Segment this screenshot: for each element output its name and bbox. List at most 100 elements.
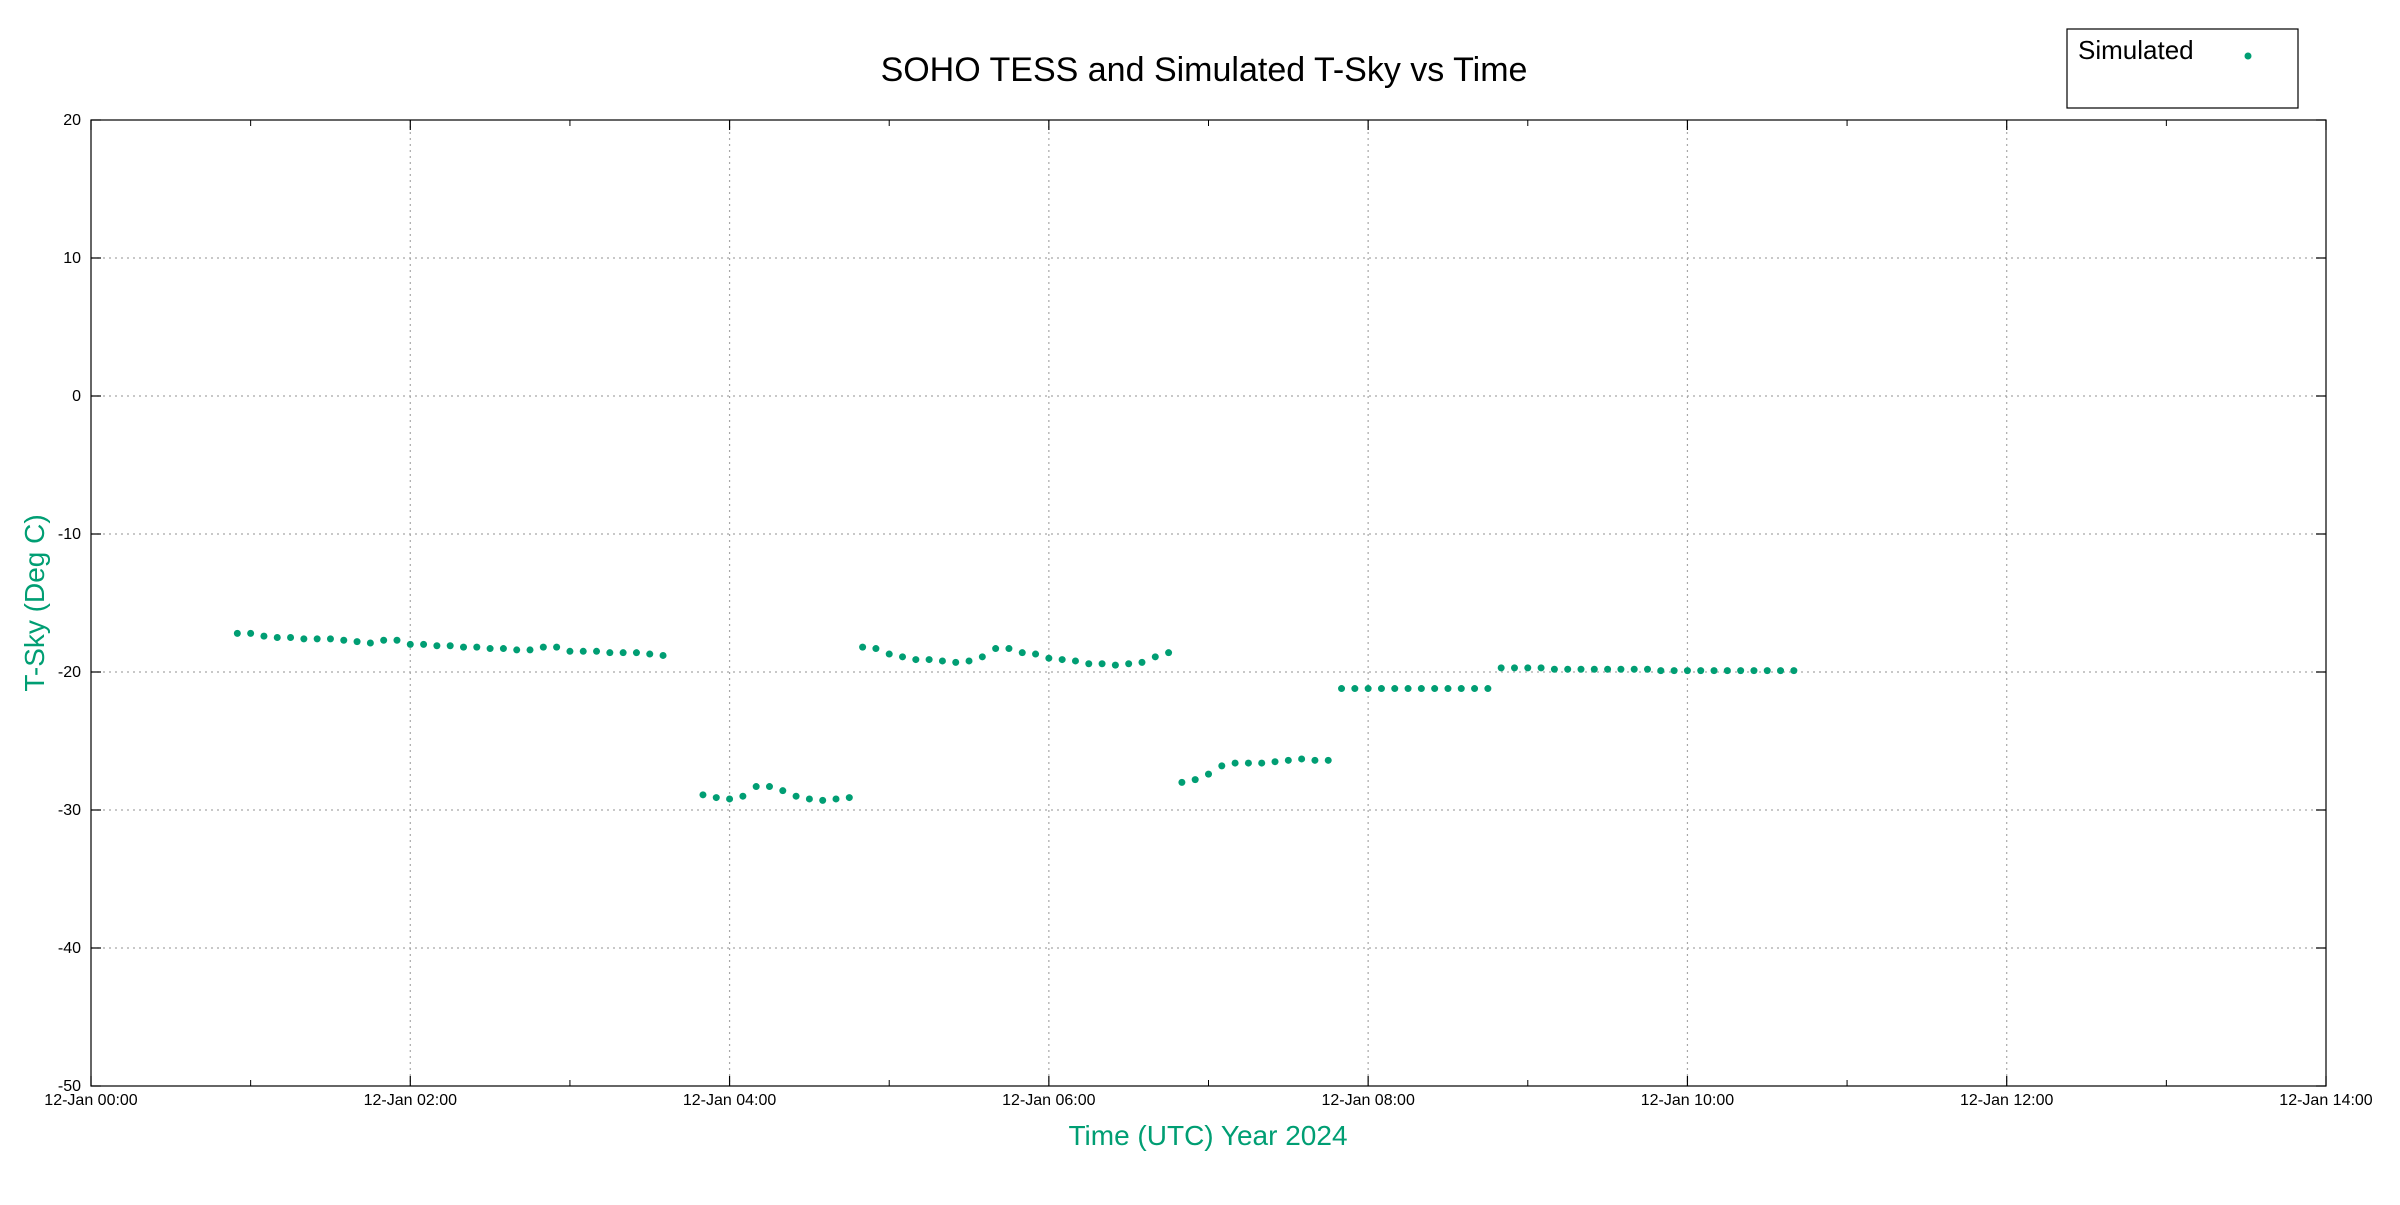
data-point [1138, 658, 1146, 666]
data-point [1271, 758, 1279, 766]
series-simulated-points [233, 629, 1798, 804]
legend: Simulated [2066, 28, 2299, 109]
data-point [952, 658, 960, 666]
data-point [872, 645, 880, 653]
data-point [513, 646, 521, 654]
data-point [1191, 776, 1199, 784]
data-point [978, 653, 986, 661]
data-point [899, 653, 907, 661]
data-point [912, 656, 920, 664]
data-point [659, 651, 667, 659]
data-point [1045, 654, 1053, 662]
data-point [619, 649, 627, 657]
x-tick-label: 12-Jan 10:00 [1641, 1092, 1735, 1109]
x-tick-label: 12-Jan 14:00 [2279, 1092, 2373, 1109]
x-axis-label: Time (UTC) Year 2024 [1068, 1120, 1347, 1151]
data-point [1404, 685, 1412, 693]
data-point [1111, 661, 1119, 669]
data-point [1125, 660, 1133, 668]
data-point [805, 795, 813, 803]
data-point [739, 792, 747, 800]
data-point [1391, 685, 1399, 693]
data-point [792, 792, 800, 800]
data-point [393, 636, 401, 644]
data-point [632, 649, 640, 657]
data-point [1324, 756, 1332, 764]
data-point [1071, 657, 1079, 665]
data-point [1178, 778, 1186, 786]
data-point [273, 634, 281, 641]
y-tick-label: -50 [58, 1078, 81, 1095]
data-point [526, 646, 534, 654]
data-point [1058, 656, 1066, 664]
data-point [885, 650, 893, 658]
data-point [233, 629, 241, 637]
data-point [1723, 667, 1731, 675]
data-point [1790, 667, 1798, 675]
data-point [1231, 759, 1239, 767]
x-tick-label: 12-Jan 08:00 [1321, 1092, 1415, 1109]
data-point [832, 795, 840, 803]
data-point [420, 640, 428, 648]
data-point [1377, 685, 1385, 693]
axis-ticks [90, 119, 2327, 1087]
x-tick-labels: 12-Jan 00:00 12-Jan 02:00 12-Jan 04:00 12-J… [44, 1092, 2373, 1109]
data-point [1457, 685, 1465, 693]
data-point [1364, 685, 1372, 693]
data-point [1537, 664, 1545, 672]
x-tick-label: 12-Jan 04:00 [683, 1092, 777, 1109]
data-point [938, 657, 946, 665]
data-point [593, 647, 601, 655]
data-point [1431, 685, 1439, 693]
data-point [313, 635, 321, 643]
legend-box [2066, 28, 2299, 109]
data-point [726, 795, 734, 803]
data-point [1205, 770, 1212, 778]
data-point [925, 656, 933, 664]
data-point [1338, 685, 1346, 693]
data-point [1737, 667, 1745, 675]
x-tick-label: 12-Jan 00:00 [44, 1092, 138, 1109]
data-point [606, 649, 614, 657]
data-point [1258, 759, 1266, 767]
y-tick-label: -40 [58, 940, 81, 957]
data-point [699, 791, 707, 799]
y-tick-labels: 20 10 0 -10 -20 -30 -40 -50 [58, 112, 81, 1095]
data-point [1683, 667, 1691, 675]
data-point [1018, 649, 1026, 657]
data-point [340, 636, 348, 644]
legend-marker-simulated [2244, 52, 2252, 60]
data-point [1590, 665, 1598, 673]
data-point [845, 794, 853, 802]
data-point [1697, 667, 1705, 675]
data-point [1630, 665, 1638, 673]
data-point [819, 796, 827, 804]
data-point [1471, 685, 1479, 693]
data-point [1670, 667, 1678, 675]
data-point [433, 642, 441, 650]
data-point [380, 636, 388, 644]
data-point [779, 787, 787, 795]
data-point [300, 635, 308, 643]
data-point [1657, 667, 1665, 675]
plot-frame [90, 119, 2327, 1087]
data-point [1032, 650, 1040, 658]
data-point [1311, 756, 1319, 764]
y-tick-label: 10 [63, 250, 81, 267]
data-point [1763, 667, 1771, 675]
data-point [1484, 685, 1492, 693]
data-point [486, 645, 494, 653]
data-point [1098, 660, 1106, 668]
data-point [353, 638, 361, 646]
data-point [1151, 653, 1159, 661]
data-point [1284, 756, 1292, 764]
data-point [1298, 755, 1306, 763]
data-point [1710, 667, 1718, 675]
y-tick-label: -10 [58, 526, 81, 543]
data-point [1644, 665, 1652, 673]
data-point [859, 643, 867, 651]
y-tick-label: -30 [58, 802, 81, 819]
data-point [1750, 667, 1758, 675]
y-axis-label: T-Sky (Deg C) [19, 514, 50, 691]
